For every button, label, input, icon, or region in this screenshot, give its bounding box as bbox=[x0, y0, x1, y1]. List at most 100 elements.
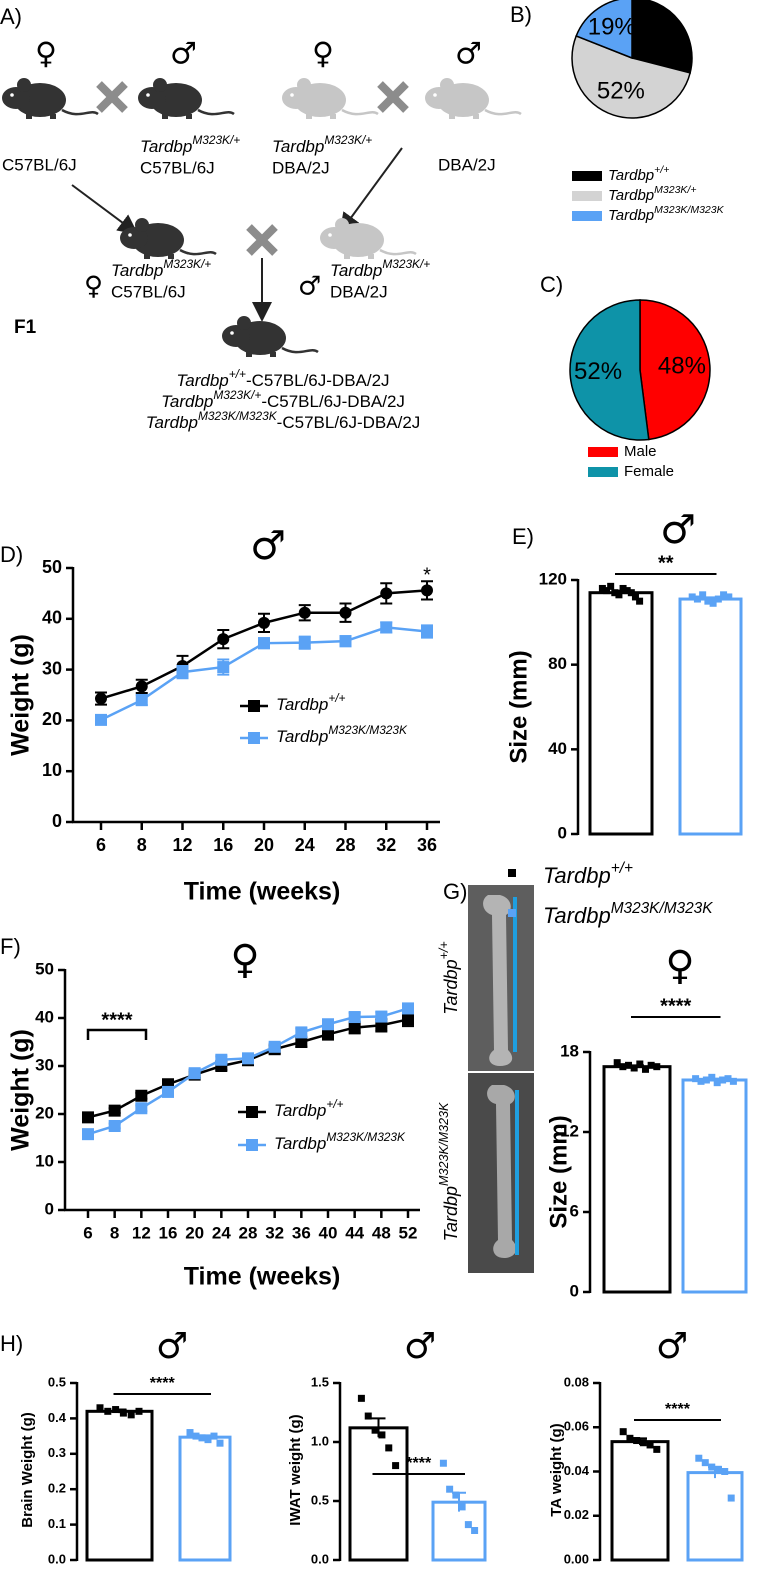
mouse-head bbox=[138, 87, 166, 109]
data-point bbox=[402, 1002, 414, 1015]
pie-slice bbox=[571, 34, 692, 119]
mouse-ear bbox=[17, 78, 31, 92]
mouse-eye bbox=[146, 93, 150, 97]
legend-marker bbox=[508, 869, 516, 877]
data-point bbox=[348, 1011, 361, 1024]
legend-label-part: +/+ bbox=[326, 1097, 343, 1111]
data-point bbox=[625, 1061, 633, 1069]
pie-slice bbox=[631, 0, 693, 74]
mouse-head bbox=[222, 325, 250, 347]
chart-title: ♂ bbox=[660, 507, 696, 553]
bar bbox=[588, 591, 654, 836]
data-point bbox=[720, 591, 728, 599]
chart-title: ♂ bbox=[156, 1326, 188, 1367]
chart-title: ♀ bbox=[665, 943, 694, 989]
y-tick-label: 0.06 bbox=[564, 1419, 589, 1434]
y-axis-label: Size (mm) bbox=[505, 650, 532, 763]
strain-label: DBA/2J bbox=[438, 155, 496, 174]
offspring-label-part: -C57BL/6J-DBA/2J bbox=[261, 392, 405, 411]
data-point bbox=[724, 1075, 732, 1083]
y-axis-label: TA weight (g) bbox=[548, 1423, 565, 1516]
panel-label: H) bbox=[0, 1331, 23, 1356]
mouse-icon bbox=[282, 78, 379, 119]
data-point bbox=[357, 1394, 365, 1402]
mouse-foot bbox=[144, 254, 150, 259]
pie-slice bbox=[569, 299, 650, 441]
x-tick-label: 48 bbox=[372, 1223, 391, 1242]
slice-label: 52% bbox=[597, 78, 645, 105]
genotype-label-part: Tardbp bbox=[140, 137, 192, 156]
x-tick-label: 20 bbox=[185, 1223, 204, 1242]
x-tick-label: 28 bbox=[239, 1223, 258, 1242]
x-tick-label: 52 bbox=[399, 1223, 418, 1242]
data-point bbox=[82, 1111, 94, 1124]
data-point bbox=[697, 1077, 705, 1085]
data-point bbox=[217, 633, 230, 646]
x-tick-label: 12 bbox=[172, 835, 192, 855]
offspring-label: TardbpM323K/M323K-C57BL/6J-DBA/2J bbox=[146, 409, 421, 432]
mouse-ear bbox=[153, 78, 167, 92]
y-tick-label: 0.4 bbox=[48, 1410, 67, 1425]
y-tick-label: 40 bbox=[35, 1007, 54, 1026]
legend-swatch bbox=[572, 171, 602, 181]
data-point bbox=[613, 1059, 621, 1067]
data-point bbox=[633, 1437, 641, 1445]
male-symbol: ♂ bbox=[298, 272, 321, 302]
data-point bbox=[135, 1407, 143, 1415]
legend-label-part: +/+ bbox=[654, 164, 669, 176]
legend-swatch bbox=[572, 191, 602, 201]
offspring-label-part: Tardbp bbox=[161, 392, 213, 411]
y-tick-label: 50 bbox=[35, 959, 54, 978]
data-point bbox=[725, 593, 733, 601]
legend-label-part: Tardbp bbox=[608, 167, 654, 184]
panel-label: F) bbox=[0, 934, 21, 959]
data-point bbox=[348, 1021, 361, 1034]
data-point bbox=[619, 1063, 627, 1071]
x-tick-label: 20 bbox=[254, 835, 274, 855]
mouse-head bbox=[282, 87, 310, 109]
data-point bbox=[688, 593, 696, 601]
data-point bbox=[298, 636, 311, 649]
panel-label: C) bbox=[540, 272, 563, 297]
x-tick-label: 24 bbox=[295, 835, 315, 855]
genotype-label-part: M323K/+ bbox=[382, 257, 430, 271]
mouse-head bbox=[2, 87, 30, 109]
y-tick-label: 40 bbox=[548, 739, 567, 758]
data-point bbox=[623, 587, 631, 595]
y-axis-label: Size (mm) bbox=[545, 1115, 572, 1228]
offspring-label-part: M323K/+ bbox=[213, 388, 261, 402]
male-symbol: ♂ bbox=[455, 37, 482, 72]
data-point bbox=[708, 1463, 716, 1471]
y-tick-label: 10 bbox=[35, 1151, 54, 1170]
legend-label-part: M323K/M323K bbox=[326, 1130, 406, 1144]
data-point bbox=[693, 595, 701, 603]
genotype-label-part: Tardbp bbox=[272, 137, 324, 156]
y-tick-label: 30 bbox=[42, 658, 62, 678]
mouse-eye bbox=[230, 331, 234, 335]
data-point bbox=[619, 1428, 627, 1436]
data-point bbox=[458, 1503, 466, 1511]
strain-label: DBA/2J bbox=[330, 282, 388, 301]
legend-label: Male bbox=[624, 443, 657, 460]
female-symbol: ♀ bbox=[35, 37, 57, 72]
significance-label: **** bbox=[150, 1375, 176, 1392]
y-tick-label: 20 bbox=[35, 1103, 54, 1122]
mouse-foot bbox=[306, 114, 312, 119]
y-tick-label: 0.0 bbox=[311, 1551, 329, 1566]
genotype-label-part: M323K/+ bbox=[324, 133, 372, 147]
mouse-eye bbox=[128, 233, 132, 237]
data-point bbox=[636, 1060, 644, 1068]
x-tick-label: 16 bbox=[159, 1223, 178, 1242]
legend-label-part: Tardbp bbox=[274, 1101, 326, 1120]
strain-label: C57BL/6J bbox=[111, 282, 186, 301]
data-point bbox=[701, 1459, 709, 1467]
data-point bbox=[204, 1436, 212, 1444]
mouse-eye bbox=[290, 93, 294, 97]
data-point bbox=[322, 1028, 334, 1041]
legend-label: TardbpM323K/+ bbox=[608, 184, 696, 204]
x-tick-label: 12 bbox=[132, 1223, 151, 1242]
data-point bbox=[709, 599, 717, 607]
legend-swatch bbox=[572, 211, 602, 221]
mouse-foot bbox=[368, 254, 374, 259]
mouse-foot bbox=[186, 114, 192, 119]
